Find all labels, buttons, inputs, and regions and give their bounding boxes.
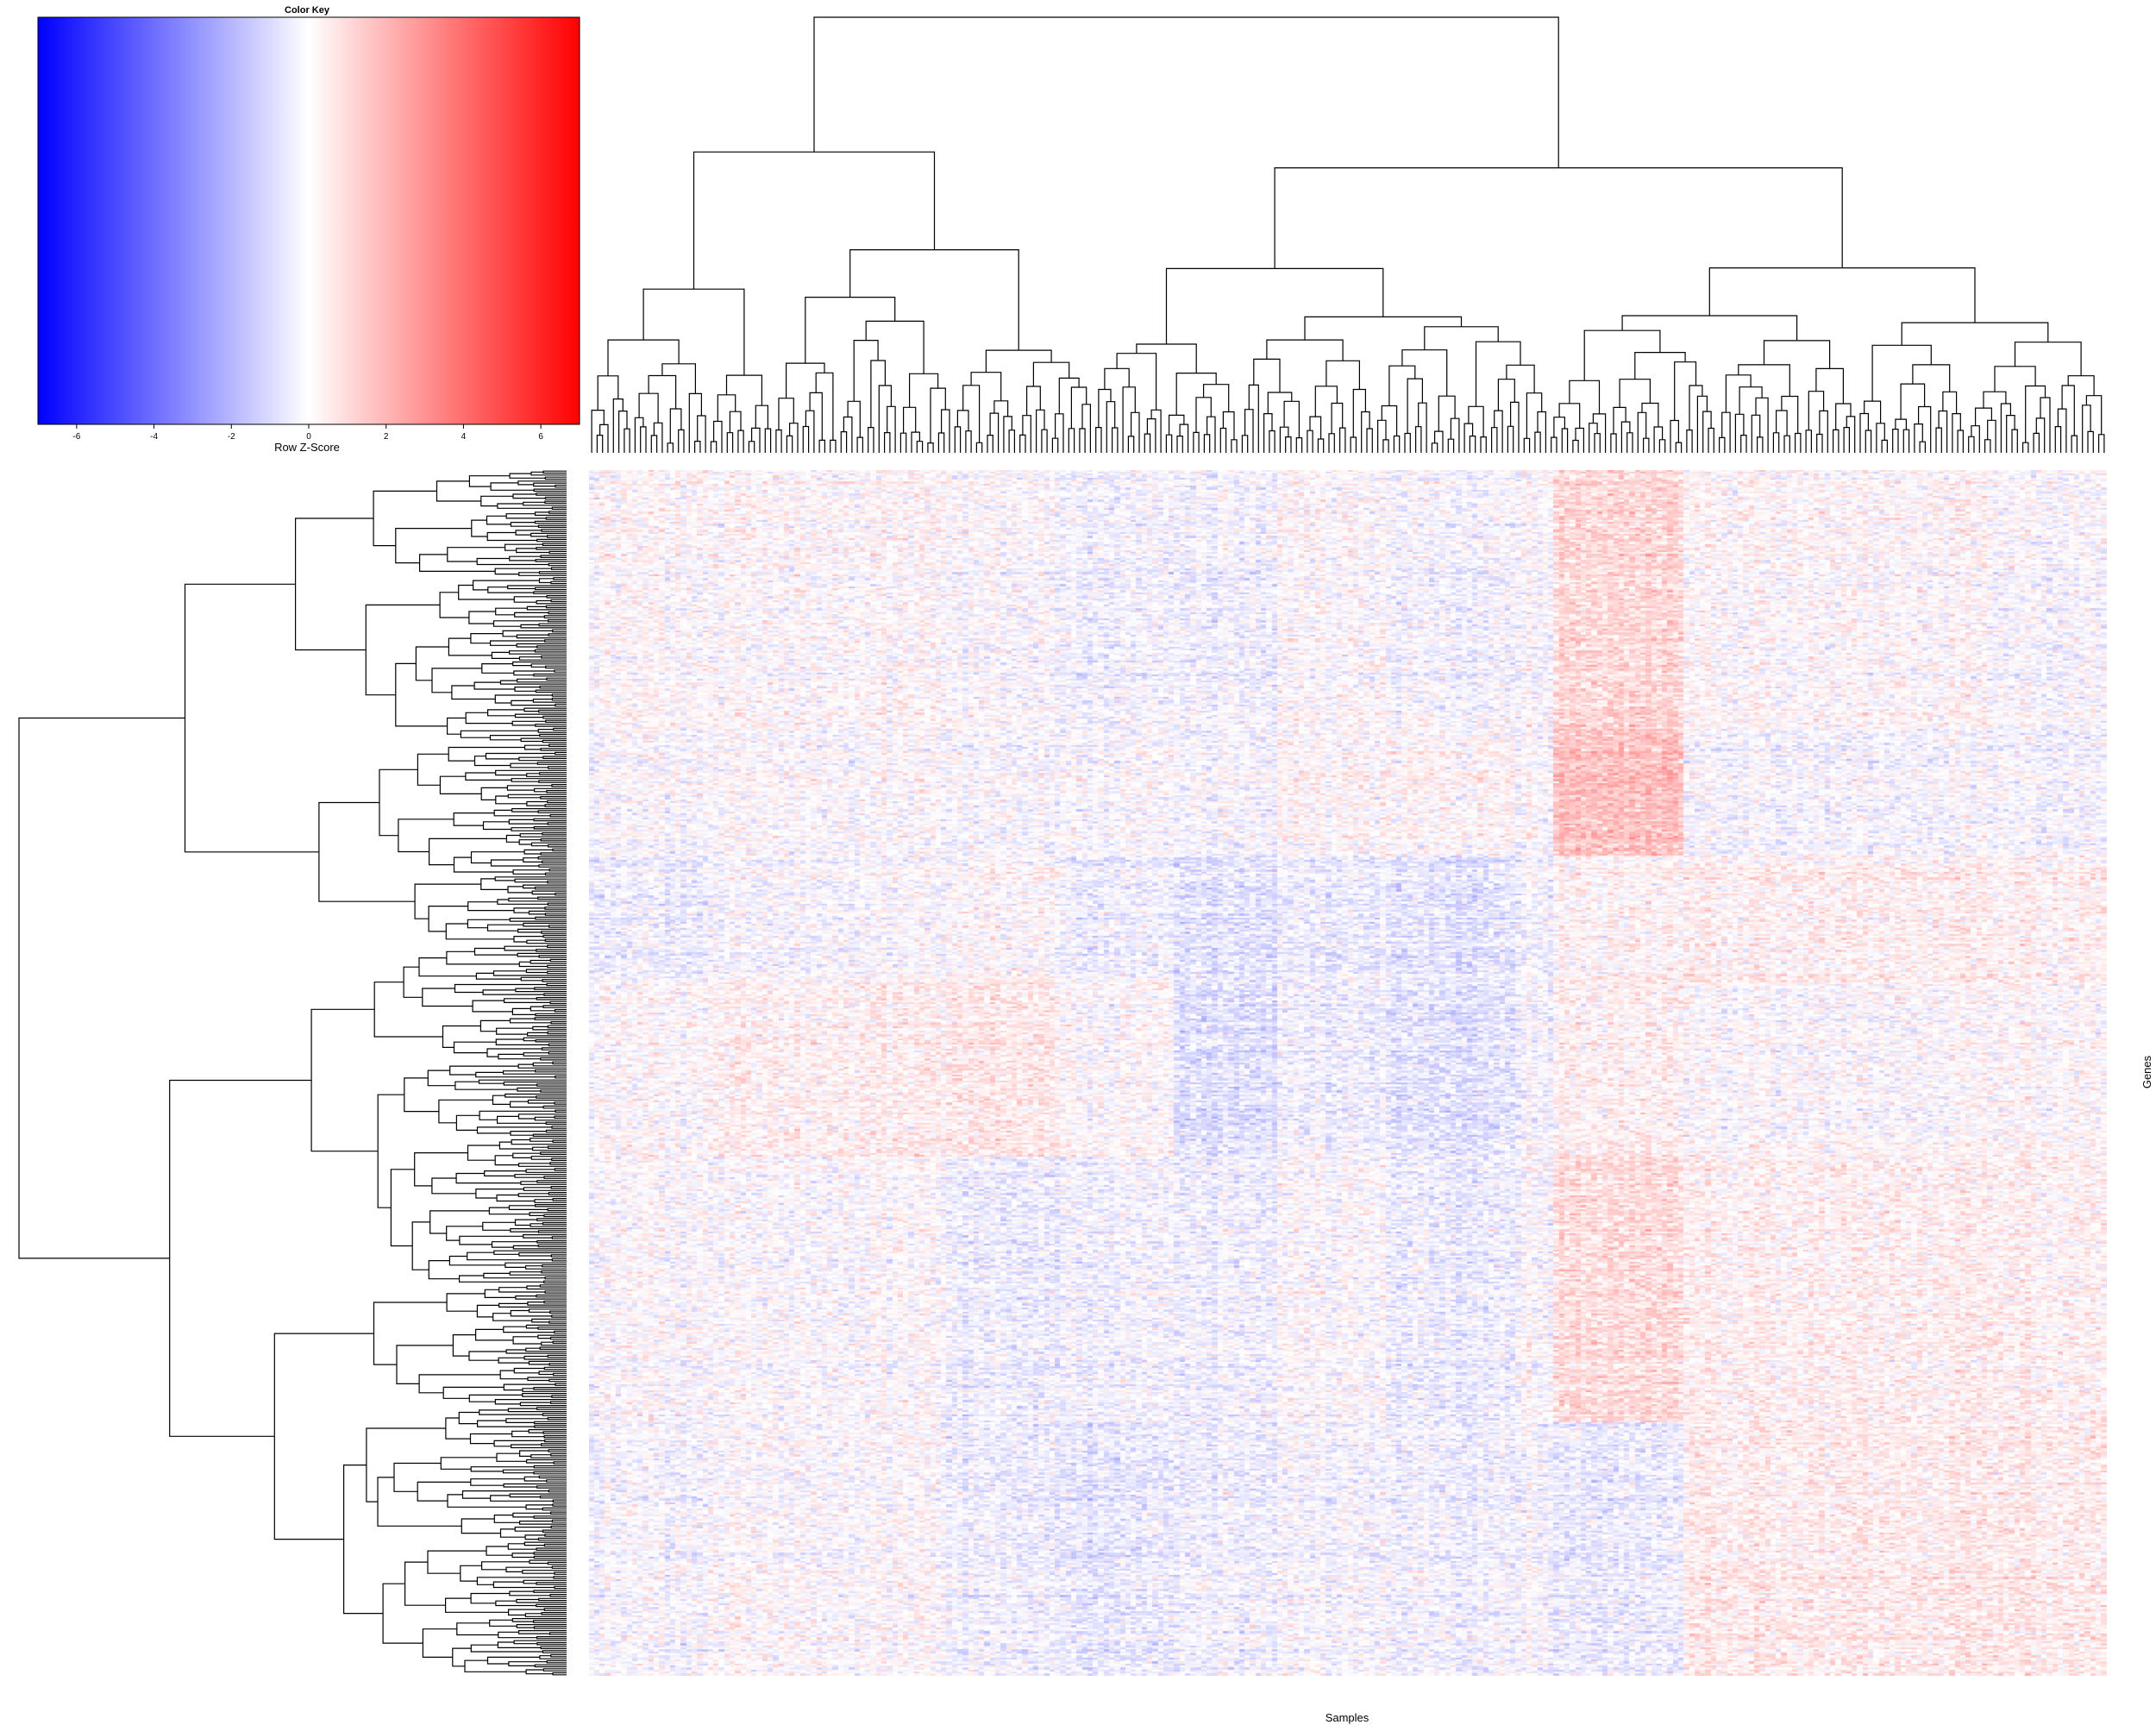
column-dendrogram-branches xyxy=(591,16,2105,453)
color-key-xlabel: Row Z-Score xyxy=(274,441,340,454)
color-key-tick-label: -2 xyxy=(228,432,235,442)
color-key-tick-label: 6 xyxy=(538,432,543,442)
color-key-tick-label: 0 xyxy=(306,432,311,442)
color-key-tick-label: -4 xyxy=(150,432,158,442)
color-key-tick-label: 2 xyxy=(384,432,389,442)
color-key: Color Key -6 -4 -2 0 2 4 6 Row Z-Score xyxy=(37,5,580,454)
color-key-tick-label: -6 xyxy=(72,432,80,442)
color-key-ticks: -6 -4 -2 0 2 4 6 xyxy=(72,424,543,442)
color-key-title: Color Key xyxy=(285,5,330,16)
y-axis-label: Genes xyxy=(2140,1055,2153,1088)
color-key-tick-label: 4 xyxy=(461,432,467,442)
heatmap-body xyxy=(589,470,2107,1676)
row-dendrogram xyxy=(18,470,567,1676)
color-key-gradient xyxy=(37,16,580,425)
x-axis-label: Samples xyxy=(1326,1711,1369,1724)
column-dendrogram xyxy=(591,16,2105,453)
row-dendrogram-branches xyxy=(18,470,567,1676)
